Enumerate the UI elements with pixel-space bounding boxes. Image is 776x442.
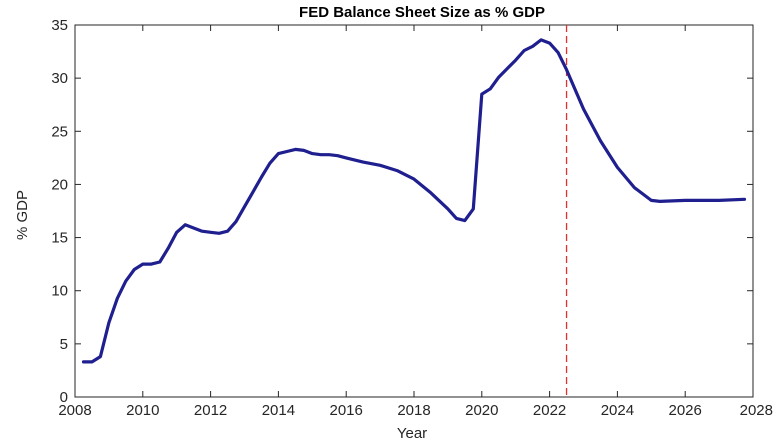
y-tick-label: 35 <box>51 17 68 34</box>
x-tick-label: 2016 <box>330 402 363 419</box>
x-tick-label: 2008 <box>58 402 91 419</box>
x-tick-label: 2018 <box>397 402 430 419</box>
x-axis-label: Year <box>397 425 427 442</box>
y-tick-label: 20 <box>51 176 68 193</box>
plot-area-frame <box>74 24 754 398</box>
y-tick-label: 5 <box>60 336 68 353</box>
y-tick-label: 30 <box>51 70 68 87</box>
y-tick-label: 10 <box>51 283 68 300</box>
x-axis-ticks: 2008 2010 2012 2014 2016 2018 2020 2022 2024 2026… <box>58 25 773 419</box>
chart-title: FED Balance Sheet Size as % GDP <box>299 4 545 21</box>
y-axis-label: % GDP <box>14 190 31 240</box>
x-tick-label: 2012 <box>194 402 227 419</box>
y-tick-label: 15 <box>51 230 68 247</box>
y-tick-label: 0 <box>60 389 68 406</box>
x-tick-label: 2028 <box>740 402 773 419</box>
x-tick-label: 2020 <box>465 402 498 419</box>
y-axis-ticks: 0 5 10 15 20 25 30 35 <box>51 17 753 406</box>
x-tick-label: 2026 <box>669 402 702 419</box>
x-tick-label: 2014 <box>262 402 295 419</box>
y-tick-label: 25 <box>51 123 68 140</box>
x-tick-label: 2022 <box>533 402 566 419</box>
x-tick-label: 2010 <box>126 402 159 419</box>
x-tick-label: 2024 <box>601 402 634 419</box>
balance-sheet-series-line <box>81 38 747 364</box>
